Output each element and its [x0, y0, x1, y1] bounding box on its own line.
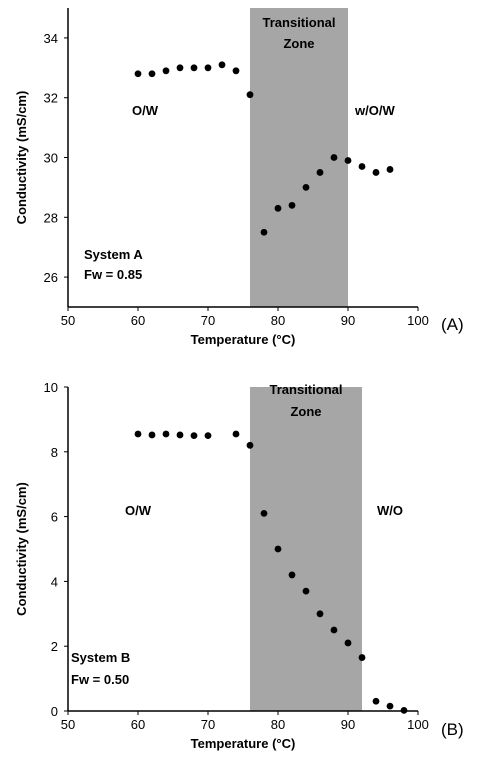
- x-axis-title: Temperature (°C): [191, 332, 296, 347]
- data-point: [344, 639, 352, 647]
- annotation-4: Fw = 0.50: [71, 672, 129, 687]
- data-point: [162, 430, 170, 438]
- y-tick-label: 34: [44, 31, 58, 46]
- data-point: [358, 163, 366, 170]
- annotation-2: W/O: [377, 503, 403, 518]
- annotation-3: System B: [71, 650, 130, 665]
- y-tick-label: 26: [44, 270, 58, 285]
- data-point: [288, 571, 296, 579]
- x-tick-label: 70: [201, 717, 215, 732]
- x-tick-label: 60: [131, 717, 145, 732]
- data-point: [400, 706, 408, 714]
- data-point: [316, 169, 324, 176]
- panel-a-chart: Transitional Zone 50 60 70 80 90 100 26 28 30 32 34 T…: [14, 8, 464, 347]
- annotation-2: w/O/W: [354, 103, 395, 118]
- zone-label-line-1: Transitional: [270, 382, 343, 397]
- y-tick-label: 10: [44, 380, 58, 395]
- y-tick-label: 2: [51, 639, 58, 654]
- data-point: [246, 91, 254, 99]
- x-tick-label: 100: [407, 717, 429, 732]
- data-point: [176, 431, 184, 439]
- x-axis-title: Temperature (°C): [191, 736, 296, 751]
- data-point: [232, 67, 240, 75]
- data-point: [190, 64, 198, 72]
- data-point: [330, 626, 338, 634]
- data-point: [274, 545, 282, 553]
- annotation-4: Fw = 0.85: [84, 267, 142, 282]
- data-point: [344, 157, 352, 164]
- data-point: [386, 166, 394, 173]
- x-tick-label: 50: [61, 717, 75, 732]
- y-tick-label: 8: [51, 445, 58, 460]
- zone-label-line-2: Zone: [283, 36, 314, 51]
- annotation-3: System A: [84, 247, 143, 262]
- data-point: [386, 702, 394, 710]
- data-point: [316, 610, 324, 618]
- data-point: [148, 431, 156, 439]
- x-tick-label: 80: [271, 717, 285, 732]
- data-point: [218, 61, 226, 69]
- y-tick-label: 0: [51, 704, 58, 719]
- data-point: [190, 432, 198, 439]
- data-point: [288, 201, 296, 209]
- data-point: [176, 64, 184, 72]
- y-axis-title: Conductivity (mS/cm): [14, 482, 29, 616]
- y-tick-label: 4: [51, 574, 58, 589]
- zone-label-line-1: Transitional: [263, 15, 336, 30]
- data-point: [134, 430, 142, 438]
- data-point: [134, 70, 142, 78]
- data-point: [372, 169, 380, 176]
- x-tick-label: 100: [407, 313, 429, 328]
- data-point: [148, 70, 156, 78]
- x-tick-label: 80: [271, 313, 285, 328]
- data-point: [358, 654, 366, 661]
- annotation-1: O/W: [125, 503, 152, 518]
- x-tick-label: 90: [341, 717, 355, 732]
- annotation-1: O/W: [132, 103, 159, 118]
- data-point: [302, 184, 310, 191]
- data-point: [274, 204, 282, 212]
- panel-b-chart: Transitional Zone 50 60 70 80 90 100 0 2 4 6 8 10 Temp…: [14, 380, 464, 751]
- transitional-zone-band: [250, 387, 362, 711]
- panel-label: (B): [441, 720, 464, 739]
- zone-label-line-2: Zone: [290, 404, 321, 419]
- data-point: [246, 441, 254, 449]
- data-point: [232, 430, 240, 438]
- x-tick-label: 90: [341, 313, 355, 328]
- y-axis-title: Conductivity (mS/cm): [14, 91, 29, 225]
- y-tick-label: 32: [44, 91, 58, 106]
- x-tick-label: 50: [61, 313, 75, 328]
- data-point: [330, 154, 338, 161]
- data-point: [302, 587, 310, 595]
- x-tick-label: 60: [131, 313, 145, 328]
- panel-label: (A): [441, 315, 464, 334]
- data-point: [260, 509, 268, 517]
- data-point: [204, 432, 212, 439]
- x-tick-label: 70: [201, 313, 215, 328]
- data-point: [162, 67, 170, 75]
- data-point: [204, 64, 212, 72]
- data-point: [372, 697, 380, 705]
- data-point: [260, 228, 268, 236]
- y-tick-label: 30: [44, 151, 58, 166]
- y-tick-label: 28: [44, 210, 58, 225]
- y-tick-label: 6: [51, 510, 58, 525]
